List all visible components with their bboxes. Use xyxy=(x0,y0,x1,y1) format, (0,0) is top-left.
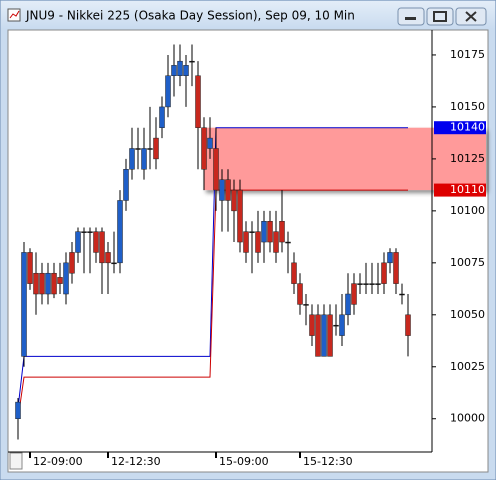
x-tick-label: 12-12:30 xyxy=(111,455,161,468)
x-tick-label: 12-09:00 xyxy=(33,455,83,468)
candle-body xyxy=(195,75,201,128)
candle-body xyxy=(63,262,69,295)
price-tag-label: 10140 xyxy=(450,121,485,134)
candle-body xyxy=(99,231,105,264)
y-tick-label: 10175 xyxy=(450,48,485,61)
candle-body xyxy=(285,241,291,244)
candle-body xyxy=(375,283,381,285)
candle-body xyxy=(81,231,87,233)
maximize-glyph xyxy=(433,11,447,22)
candle-body xyxy=(219,179,225,201)
candle-body xyxy=(165,75,171,108)
candle-body xyxy=(135,148,141,150)
candle-body xyxy=(321,314,327,357)
candle-body xyxy=(249,231,255,233)
candle-body xyxy=(171,65,177,76)
candle-body xyxy=(237,189,243,243)
candle-body xyxy=(297,283,303,305)
y-tick-label: 10050 xyxy=(450,308,485,321)
y-tick-label: 10125 xyxy=(450,152,485,165)
candle-body xyxy=(357,283,363,285)
level-line xyxy=(17,189,408,419)
candle-body xyxy=(387,252,393,264)
candle-body xyxy=(333,324,339,327)
candle-body xyxy=(21,252,27,357)
minimize-glyph xyxy=(405,17,416,20)
close-glyph xyxy=(465,11,477,22)
plot xyxy=(15,44,486,440)
candle-body xyxy=(231,189,237,212)
candle-body xyxy=(183,65,189,76)
candle-body xyxy=(159,106,165,128)
app-icon-glyph xyxy=(9,10,20,19)
candle-body xyxy=(111,262,117,265)
candle-body xyxy=(141,148,147,170)
candle-body xyxy=(339,314,345,336)
candle-body xyxy=(177,60,183,76)
candle-body xyxy=(207,137,213,149)
candle-body xyxy=(225,179,231,201)
candle-body xyxy=(129,148,135,170)
candle-body xyxy=(33,272,39,295)
maximize-button[interactable] xyxy=(426,7,454,26)
candle-body xyxy=(345,293,351,316)
candle-body xyxy=(69,252,75,274)
candle-body xyxy=(93,231,99,253)
y-tick-label: 10075 xyxy=(450,256,485,269)
candle-body xyxy=(267,221,273,243)
x-tick-label: 15-12:30 xyxy=(303,455,353,468)
candle-body xyxy=(273,231,279,253)
candle-body xyxy=(87,231,93,233)
price-tag-label: 10110 xyxy=(450,183,485,196)
x-tick-label: 15-09:00 xyxy=(219,455,269,468)
candle-body xyxy=(153,137,159,160)
window-title: JNU9 - Nikkei 225 (Osaka Day Session), S… xyxy=(25,9,355,23)
price-tag xyxy=(434,121,486,135)
y-tick-label: 10025 xyxy=(450,360,485,373)
candle-body xyxy=(189,60,195,63)
candle-body xyxy=(291,262,297,284)
candle-body xyxy=(303,304,309,306)
candle-body xyxy=(117,200,123,264)
candle-body xyxy=(405,314,411,336)
candle-body xyxy=(261,221,267,243)
y-tick-label: 10100 xyxy=(450,204,485,217)
candle-body xyxy=(363,283,369,285)
minimize-button[interactable] xyxy=(397,7,425,26)
candle-body xyxy=(57,277,63,284)
candle-body xyxy=(51,272,57,295)
candle-body xyxy=(27,252,33,284)
candle-body xyxy=(213,148,219,191)
candle-body xyxy=(15,401,21,419)
candle-body xyxy=(201,127,207,170)
candle-body xyxy=(309,314,315,336)
candle-body xyxy=(75,231,81,253)
y-tick-label: 10150 xyxy=(450,100,485,113)
level-line xyxy=(17,127,408,409)
candle-body xyxy=(381,262,387,284)
candle-body xyxy=(123,169,129,201)
candle-body xyxy=(369,283,375,285)
candle-body xyxy=(255,231,261,253)
candle-body xyxy=(315,314,321,357)
window-buttons xyxy=(397,7,487,26)
zone xyxy=(204,127,486,191)
scroll-box[interactable] xyxy=(9,452,23,470)
candle-body xyxy=(45,272,51,295)
candle-body xyxy=(279,221,285,243)
candle-body xyxy=(327,314,333,357)
candle-body xyxy=(243,231,249,253)
candle-body xyxy=(147,148,153,150)
candle-body xyxy=(393,252,399,284)
price-tag xyxy=(434,183,486,197)
candle-body xyxy=(351,283,357,305)
candle-body xyxy=(105,252,111,264)
y-tick-label: 10000 xyxy=(450,412,485,425)
candle-body xyxy=(399,293,405,296)
candle-body xyxy=(39,272,45,295)
